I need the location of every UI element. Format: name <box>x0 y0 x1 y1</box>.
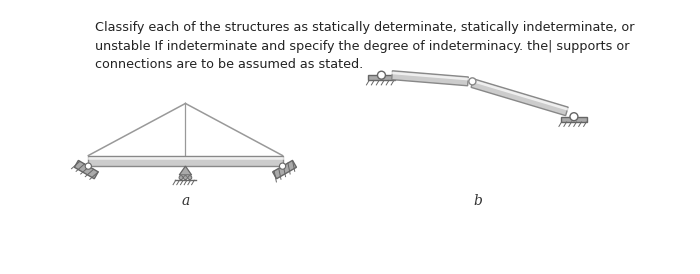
Circle shape <box>179 176 183 179</box>
Circle shape <box>85 163 92 169</box>
Circle shape <box>183 176 188 179</box>
Polygon shape <box>561 117 587 122</box>
Circle shape <box>570 113 578 121</box>
Polygon shape <box>272 160 297 179</box>
Polygon shape <box>368 75 395 81</box>
Circle shape <box>377 71 386 79</box>
Text: Classify each of the structures as statically determinate, statically indetermin: Classify each of the structures as stati… <box>95 21 635 71</box>
Polygon shape <box>471 79 568 116</box>
Polygon shape <box>392 71 468 86</box>
Polygon shape <box>88 156 283 166</box>
Circle shape <box>279 163 286 169</box>
Text: b: b <box>473 194 482 209</box>
Polygon shape <box>74 160 98 179</box>
Circle shape <box>469 78 476 85</box>
Polygon shape <box>179 166 192 175</box>
Text: a: a <box>181 194 190 209</box>
Circle shape <box>188 176 192 179</box>
